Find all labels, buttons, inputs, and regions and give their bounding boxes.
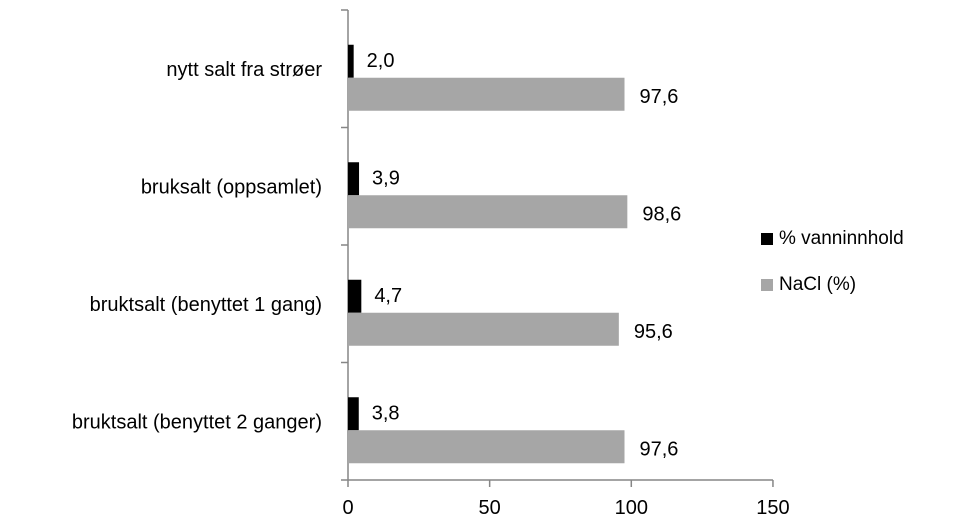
data-label-water: 4,7 — [374, 285, 402, 307]
legend-swatch-nacl — [761, 279, 773, 291]
legend-label-water: % vanninnhold — [779, 228, 904, 249]
bar-water — [348, 279, 362, 313]
bar-nacl — [348, 430, 625, 464]
data-label-nacl: 95,6 — [634, 321, 673, 343]
x-tick-label: 50 — [479, 497, 501, 519]
category-label: nytt salt fra strøer — [166, 59, 322, 81]
x-tick-label: 0 — [342, 497, 353, 519]
x-tick-label: 100 — [615, 497, 648, 519]
bar-nacl — [348, 312, 619, 346]
data-label-nacl: 97,6 — [640, 86, 679, 108]
legend-item-water: % vanninnhold — [761, 228, 904, 250]
data-label-water: 3,9 — [372, 167, 400, 189]
legend-label-nacl: NaCl (%) — [779, 274, 857, 295]
data-label-nacl: 97,6 — [640, 438, 679, 460]
bar-nacl — [348, 77, 625, 111]
data-label-water: 2,0 — [367, 50, 395, 72]
chart-bars — [348, 44, 628, 464]
chart-labels: 0 50 100 150 nytt salt fra strøer bruksalt (o… — [72, 50, 790, 519]
bar-water — [348, 162, 360, 196]
data-label-nacl: 98,6 — [642, 203, 681, 225]
bar-water — [348, 44, 354, 78]
data-label-water: 3,8 — [372, 402, 400, 424]
category-label: bruktsalt (benyttet 1 gang) — [90, 294, 322, 316]
bar-nacl — [348, 195, 628, 229]
bar-water — [348, 397, 359, 431]
category-label: bruksalt (oppsamlet) — [141, 176, 322, 198]
category-label: bruktsalt (benyttet 2 ganger) — [72, 411, 322, 433]
legend-item-nacl: NaCl (%) — [761, 274, 856, 296]
legend-swatch-water — [761, 233, 773, 245]
x-tick-label: 150 — [756, 497, 789, 519]
